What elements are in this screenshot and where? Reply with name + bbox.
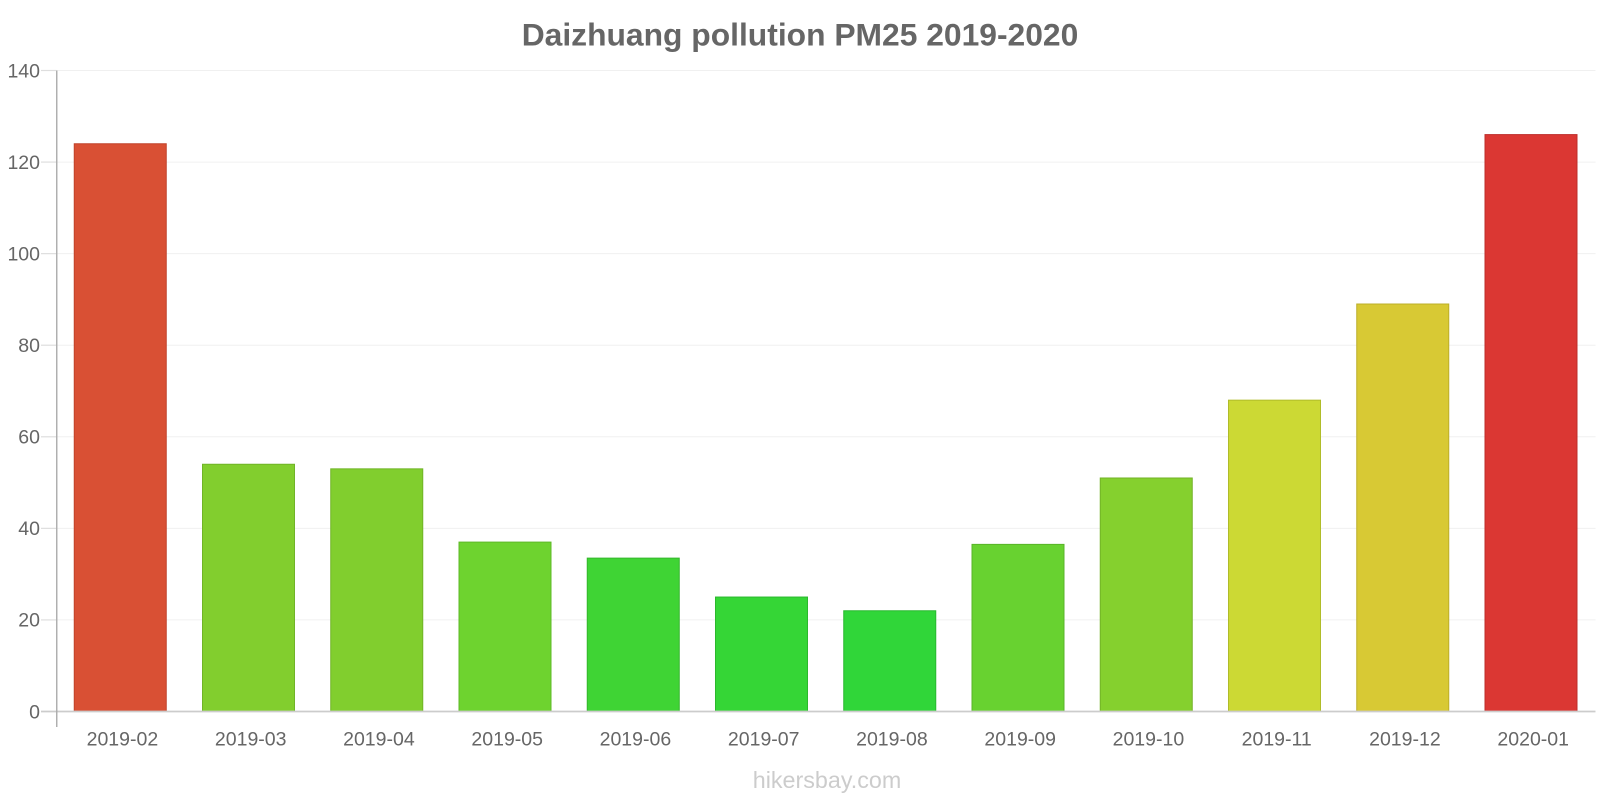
svg-text:2019-09: 2019-09 — [984, 729, 1056, 751]
svg-text:2019-08: 2019-08 — [856, 729, 928, 751]
svg-text:2020-01: 2020-01 — [1497, 729, 1569, 751]
svg-text:2019-12: 2019-12 — [1369, 729, 1441, 751]
svg-text:Daizhuang pollution PM25 2019-: Daizhuang pollution PM25 2019-2020 — [522, 17, 1079, 53]
svg-text:2019-06: 2019-06 — [600, 729, 672, 751]
svg-text:2019-10: 2019-10 — [1113, 729, 1185, 751]
svg-text:80: 80 — [18, 335, 40, 357]
svg-text:100: 100 — [7, 243, 40, 265]
svg-text:hikersbay.com: hikersbay.com — [753, 767, 901, 793]
svg-text:2019-02: 2019-02 — [87, 729, 159, 751]
svg-text:2019-04: 2019-04 — [343, 729, 415, 751]
svg-text:140: 140 — [7, 60, 40, 82]
svg-text:2019-11: 2019-11 — [1242, 729, 1312, 751]
svg-text:0: 0 — [29, 701, 40, 723]
svg-text:120: 120 — [7, 152, 40, 174]
svg-text:2019-03: 2019-03 — [215, 729, 287, 751]
svg-text:40: 40 — [18, 518, 40, 540]
svg-text:20: 20 — [18, 610, 40, 632]
svg-text:60: 60 — [18, 427, 40, 449]
svg-text:2019-05: 2019-05 — [471, 729, 543, 751]
svg-text:2019-07: 2019-07 — [728, 729, 800, 751]
